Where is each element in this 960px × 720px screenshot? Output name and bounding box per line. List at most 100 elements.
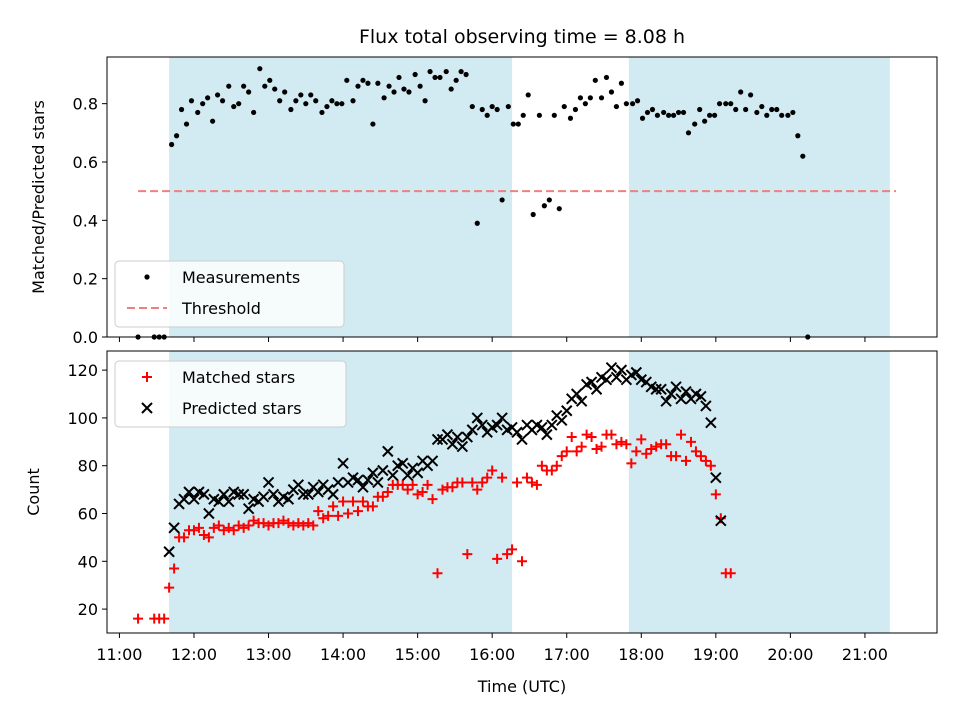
y-axis-label: Matched/Predicted stars — [29, 100, 48, 294]
measurement-point — [546, 197, 552, 203]
predicted-star-point — [367, 467, 379, 479]
measurement-point — [324, 103, 330, 110]
measurement-point — [282, 89, 288, 95]
matched-star-point — [502, 549, 513, 560]
measurement-point — [453, 77, 459, 83]
measurement-point — [748, 92, 754, 98]
predicted-star-point — [466, 424, 479, 436]
y-axis-label: Count — [24, 468, 43, 516]
x-tick-label: 13:00 — [245, 645, 291, 664]
predicted-star-point — [401, 469, 414, 481]
measurement-point — [169, 141, 175, 148]
matched-star-point — [462, 549, 473, 560]
measurement-point — [505, 103, 511, 110]
predicted-star-point — [585, 376, 598, 388]
matched-star-point — [323, 510, 334, 521]
matched-star-point — [626, 458, 637, 469]
matched-star-point — [477, 477, 488, 488]
matched-star-point — [133, 613, 144, 624]
predicted-star-point — [710, 471, 722, 484]
measurement-point — [556, 206, 562, 212]
y-tick-label: 120 — [67, 361, 98, 380]
matched-star-point — [676, 429, 687, 440]
measurement-point — [417, 83, 423, 89]
measurement-point — [675, 109, 682, 116]
matched-star-point — [661, 439, 672, 450]
measurement-point — [183, 121, 190, 127]
predicted-star-point — [570, 388, 583, 400]
matched-star-point — [497, 472, 508, 483]
predicted-star-point — [660, 395, 672, 407]
measurement-point — [733, 106, 739, 113]
x-tick-label: 14:00 — [320, 645, 366, 664]
matched-star-point — [546, 465, 557, 476]
measurement-point — [365, 80, 371, 86]
x-tick-label: 17:00 — [544, 645, 590, 664]
predicted-star-point — [680, 385, 692, 398]
matched-star-point — [243, 520, 254, 531]
predicted-star-point — [516, 433, 528, 446]
matched-star-point — [402, 484, 413, 495]
x-tick-label: 15:00 — [395, 645, 441, 664]
measurement-point — [391, 89, 397, 95]
measurement-point — [618, 80, 625, 86]
x-tick-label: 18:00 — [618, 645, 664, 664]
measurement-point — [484, 112, 490, 118]
measurement-point — [386, 83, 392, 89]
measurement-point — [210, 118, 216, 124]
matched-star-point — [357, 496, 368, 507]
measurement-point — [458, 68, 464, 75]
x-tick-label: 19:00 — [693, 645, 739, 664]
predicted-star-point — [302, 488, 314, 501]
predicted-star-point — [262, 476, 275, 489]
predicted-star-point — [223, 495, 235, 508]
measurement-point — [716, 101, 723, 107]
measurement-point — [728, 101, 734, 107]
predicted-star-point — [357, 481, 369, 493]
predicted-star-point — [426, 455, 439, 467]
matched-star-point — [348, 496, 359, 507]
predicted-star-point — [461, 431, 474, 443]
measurement-point — [251, 109, 257, 116]
predicted-star-point — [546, 419, 558, 431]
matched-star-point — [417, 487, 428, 497]
predicted-star-point — [610, 371, 623, 383]
matched-star-point — [482, 472, 493, 483]
measurement-point — [298, 92, 304, 98]
measurement-point — [288, 106, 294, 113]
matched-star-point — [432, 568, 443, 579]
matched-star-point — [328, 501, 339, 512]
predicted-star-point — [282, 493, 295, 505]
measurement-point — [530, 211, 536, 218]
measurement-point — [774, 106, 780, 113]
matched-star-point — [725, 568, 736, 579]
y-tick-label: 60 — [78, 505, 98, 524]
measurement-point — [214, 92, 221, 98]
plot-frame — [106, 350, 938, 634]
matched-star-point — [397, 479, 408, 490]
measurement-point — [723, 101, 729, 107]
measurement-point — [350, 98, 356, 104]
matched-star-point — [517, 556, 527, 567]
predicted-star-point — [556, 414, 568, 427]
x-tick-label: 12:00 — [171, 645, 217, 664]
observing-span — [628, 57, 890, 337]
matched-star-point — [690, 446, 701, 457]
predicted-star-point — [590, 383, 603, 395]
measurement-point — [707, 112, 713, 118]
predicted-star-point — [292, 479, 305, 491]
measurement-point — [520, 112, 526, 118]
predicted-star-point — [675, 393, 687, 405]
y-tick-label: 0.6 — [73, 153, 98, 172]
predicted-star-point — [705, 416, 717, 429]
matched-star-point — [447, 482, 458, 493]
matched-star-point — [382, 487, 393, 497]
measurement-point — [401, 86, 407, 92]
predicted-star-point — [232, 488, 245, 501]
matched-star-point — [586, 432, 597, 443]
predicted-star-point — [536, 421, 548, 434]
matched-star-point — [700, 455, 711, 466]
x-tick-label: 21:00 — [842, 645, 888, 664]
legend-label: Measurements — [182, 268, 300, 287]
matched-star-point — [228, 525, 239, 536]
